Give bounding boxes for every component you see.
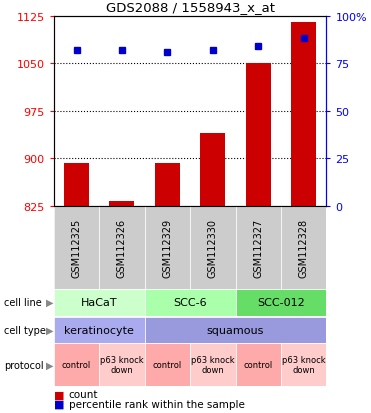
Text: count: count [69, 389, 98, 399]
Text: GSM112329: GSM112329 [162, 218, 173, 277]
Bar [236, 206, 281, 289]
Bar [54, 344, 99, 386]
Bar [145, 206, 190, 289]
Bar [246, 64, 271, 206]
Bar [145, 289, 236, 316]
Bar [54, 289, 145, 316]
Text: ▶: ▶ [46, 360, 54, 370]
Text: GSM112330: GSM112330 [208, 218, 218, 277]
Bar [99, 206, 145, 289]
Bar [281, 344, 326, 386]
Text: cell type: cell type [4, 325, 46, 335]
Text: percentile rank within the sample: percentile rank within the sample [69, 399, 244, 409]
Text: control: control [244, 361, 273, 369]
Text: GSM112327: GSM112327 [253, 218, 263, 278]
Bar [155, 164, 180, 206]
Bar [190, 206, 236, 289]
Text: keratinocyte: keratinocyte [64, 325, 134, 335]
Bar [64, 164, 89, 206]
Text: SCC-012: SCC-012 [257, 297, 305, 308]
Bar [109, 202, 134, 206]
Text: HaCaT: HaCaT [81, 297, 118, 308]
Title: GDS2088 / 1558943_x_at: GDS2088 / 1558943_x_at [106, 1, 275, 14]
Bar [54, 317, 145, 344]
Text: SCC-6: SCC-6 [173, 297, 207, 308]
Bar [236, 344, 281, 386]
Bar [291, 23, 316, 206]
Text: control: control [62, 361, 91, 369]
Text: ▶: ▶ [46, 297, 54, 308]
Bar [200, 134, 225, 206]
Text: p63 knock
down: p63 knock down [191, 355, 235, 375]
Text: GSM112326: GSM112326 [117, 218, 127, 277]
Bar [190, 344, 236, 386]
Text: cell line: cell line [4, 297, 42, 308]
Bar [145, 344, 190, 386]
Text: squamous: squamous [207, 325, 264, 335]
Bar [145, 317, 326, 344]
Text: p63 knock
down: p63 knock down [100, 355, 144, 375]
Text: p63 knock
down: p63 knock down [282, 355, 326, 375]
Text: ■: ■ [54, 399, 64, 409]
Text: control: control [153, 361, 182, 369]
Text: ■: ■ [54, 389, 64, 399]
Text: protocol: protocol [4, 360, 43, 370]
Bar [54, 206, 99, 289]
Bar [281, 206, 326, 289]
Bar [236, 289, 326, 316]
Text: ▶: ▶ [46, 325, 54, 335]
Bar [99, 344, 145, 386]
Text: GSM112328: GSM112328 [299, 218, 309, 277]
Text: GSM112325: GSM112325 [72, 218, 82, 278]
